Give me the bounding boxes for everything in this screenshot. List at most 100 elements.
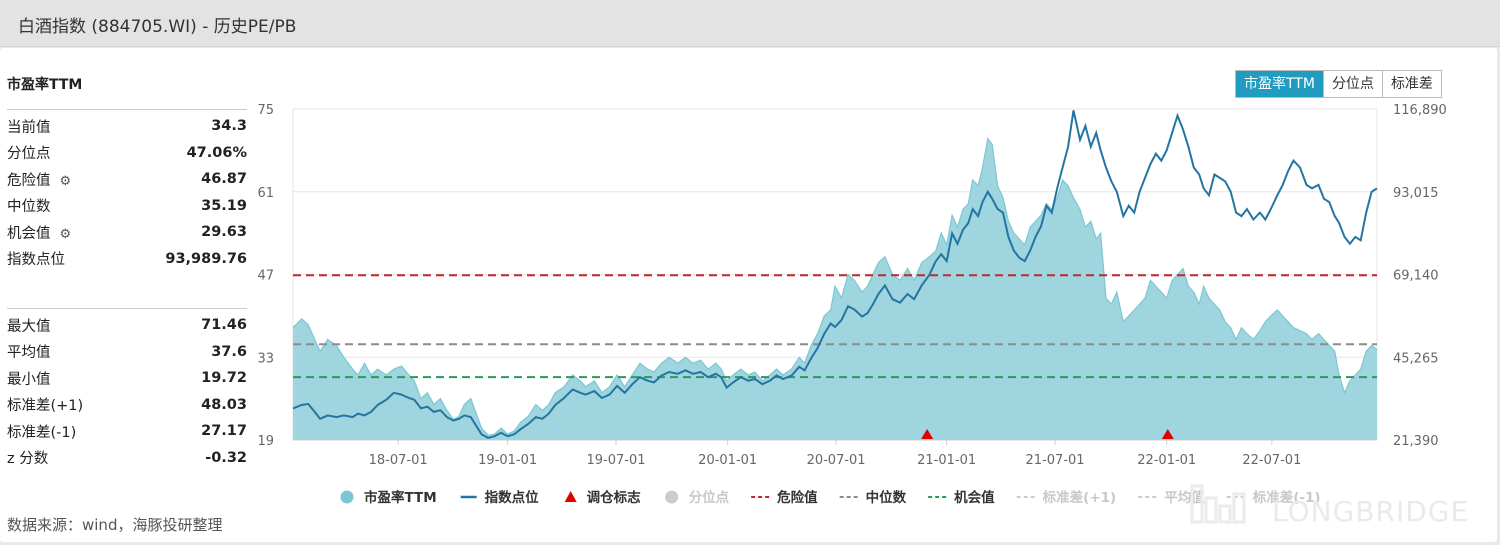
stats-panel-top: 当前值 34.3 分位点 47.06% 危险值 ⚙ 46.87 中位数 35.19 机会值 ⚙ 29.… — [7, 113, 247, 272]
stat-value: 47.06% — [186, 144, 247, 161]
tab-std[interactable]: 标准差 — [1381, 71, 1441, 97]
stat-label-text: 指数点位 — [7, 252, 65, 269]
stat-label: 中位数 — [7, 195, 51, 216]
x-tick-label: 21-07-01 — [1026, 453, 1085, 468]
data-source: 数据来源：wind，海豚投研整理 — [7, 516, 223, 534]
gear-icon[interactable]: ⚙ — [59, 226, 72, 242]
stat-value: 19.72 — [201, 370, 247, 387]
metric-tabs: 市盈率TTM 分位点 标准差 — [1235, 70, 1442, 98]
y-left-tick-label: 61 — [257, 186, 274, 201]
stat-row: 分位点 47.06% — [7, 140, 247, 167]
tab-percentile[interactable]: 分位点 — [1322, 71, 1382, 97]
stat-label: 最大值 — [7, 315, 51, 336]
legend-label: 市盈率TTM — [364, 489, 437, 506]
stat-value: 35.19 — [201, 197, 247, 214]
stat-label: 指数点位 — [7, 248, 65, 269]
stat-row: 危险值 ⚙ 46.87 — [7, 166, 247, 193]
stat-value: 71.46 — [201, 317, 247, 334]
stat-label-text: 最大值 — [7, 318, 51, 335]
x-tick-label: 22-01-01 — [1137, 453, 1196, 468]
legend-label: 危险值 — [776, 489, 818, 506]
legend-swatch — [564, 491, 577, 502]
stat-value: 27.17 — [201, 423, 247, 440]
divider — [7, 308, 247, 309]
legend-label: 平均值 — [1164, 489, 1205, 506]
x-tick-label: 22-07-01 — [1242, 453, 1301, 468]
rebalance-marker — [921, 429, 934, 439]
stat-row: 最大值 71.46 — [7, 312, 247, 339]
legend-label: 调仓标志 — [587, 489, 641, 506]
y-right-tick-label: 45,265 — [1393, 351, 1439, 366]
stat-label: 标准差(-1) — [7, 421, 76, 442]
stat-row: 当前值 34.3 — [7, 113, 247, 140]
x-tick-label: 19-07-01 — [587, 453, 646, 468]
y-left-tick-label: 19 — [257, 434, 274, 449]
tab-pe[interactable]: 市盈率TTM — [1236, 71, 1323, 97]
stats-panel-bottom: 最大值 71.46 平均值 37.6 最小值 19.72 标准差(+1) 48.03 标准差(-… — [7, 312, 247, 471]
chart-card — [0, 48, 1497, 542]
page-header: 白酒指数 (884705.WI) - 历史PE/PB — [0, 0, 1500, 47]
legend-swatch — [665, 490, 679, 504]
gear-icon[interactable]: ⚙ — [59, 173, 72, 189]
stat-row: 中位数 35.19 — [7, 193, 247, 220]
rebalance-marker — [1161, 429, 1174, 439]
y-left-tick-label: 47 — [257, 269, 274, 284]
stat-label-text: 分位点 — [7, 146, 51, 163]
x-tick-label: 19-01-01 — [478, 453, 537, 468]
stat-value: 48.03 — [201, 396, 247, 413]
stat-value: 29.63 — [201, 224, 247, 241]
stat-row: 标准差(-1) 27.17 — [7, 418, 247, 445]
x-tick-label: 18-07-01 — [369, 453, 428, 468]
stat-value: 37.6 — [211, 343, 247, 360]
y-left-tick-label: 33 — [257, 351, 274, 366]
stat-label-text: 标准差(+1) — [7, 398, 84, 415]
legend-label: 中位数 — [866, 489, 907, 506]
stat-label: 当前值 — [7, 116, 51, 137]
legend-label: 标准差(+1) — [1042, 489, 1117, 506]
y-left-tick-label: 75 — [257, 103, 274, 118]
y-right-tick-label: 116,890 — [1393, 103, 1447, 118]
stat-row: 标准差(+1) 48.03 — [7, 392, 247, 419]
legend-label: 分位点 — [689, 489, 730, 506]
page-title: 白酒指数 (884705.WI) - 历史PE/PB — [18, 17, 297, 37]
stat-label-text: 标准差(-1) — [7, 424, 77, 441]
stat-value: -0.32 — [205, 449, 247, 466]
stat-value: 34.3 — [211, 118, 247, 135]
stat-label: 平均值 — [7, 341, 51, 362]
legend-label: 标准差(-1) — [1252, 489, 1321, 506]
stat-label-text: z 分数 — [7, 451, 49, 468]
stat-row: z 分数 -0.32 — [7, 445, 247, 472]
stat-label: 最小值 — [7, 368, 51, 389]
index-line — [292, 110, 1378, 439]
stat-value: 46.87 — [201, 171, 247, 188]
stat-label: 危险值 ⚙ — [7, 169, 71, 190]
stat-label: z 分数 — [7, 447, 48, 468]
x-tick-label: 20-01-01 — [698, 453, 757, 468]
stat-label-text: 最小值 — [7, 371, 51, 388]
stat-label-text: 当前值 — [7, 119, 51, 136]
stat-row: 机会值 ⚙ 29.63 — [7, 219, 247, 246]
stat-row: 最小值 19.72 — [7, 365, 247, 392]
y-right-tick-label: 69,140 — [1393, 269, 1439, 284]
stat-label: 标准差(+1) — [7, 394, 83, 415]
stat-label-text: 危险值 — [7, 172, 51, 189]
stat-label: 机会值 ⚙ — [7, 222, 71, 243]
stat-label: 分位点 — [7, 142, 51, 163]
x-tick-label: 21-01-01 — [917, 453, 976, 468]
stat-label-text: 机会值 — [7, 225, 51, 242]
y-right-tick-label: 93,015 — [1393, 186, 1439, 201]
y-right-tick-label: 21,390 — [1393, 434, 1439, 449]
legend-label: 机会值 — [954, 489, 995, 506]
longbridge-logo-icon — [1190, 484, 1246, 524]
section-title: 市盈率TTM — [7, 77, 83, 93]
legend-swatch — [340, 490, 354, 504]
stat-row: 指数点位 93,989.76 — [7, 246, 247, 273]
watermark: LONGBRIDGE — [1272, 495, 1470, 528]
stat-value: 93,989.76 — [165, 250, 247, 267]
divider — [7, 109, 247, 110]
x-tick-label: 20-07-01 — [807, 453, 866, 468]
stat-label-text: 中位数 — [7, 199, 51, 216]
stat-row: 平均值 37.6 — [7, 339, 247, 366]
legend-label: 指数点位 — [485, 489, 539, 506]
